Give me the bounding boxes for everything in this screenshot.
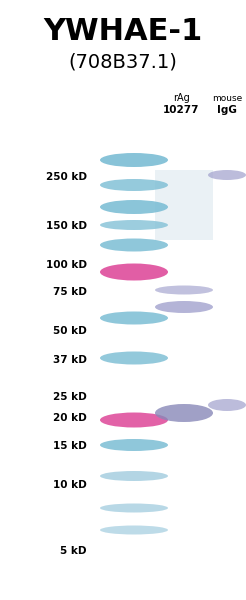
Text: 20 kD: 20 kD	[53, 413, 87, 424]
Ellipse shape	[100, 413, 168, 427]
Ellipse shape	[100, 503, 168, 512]
Ellipse shape	[100, 179, 168, 191]
Text: 15 kD: 15 kD	[53, 441, 87, 451]
Ellipse shape	[100, 526, 168, 535]
Ellipse shape	[155, 286, 213, 295]
Text: 75 kD: 75 kD	[53, 287, 87, 297]
Text: IgG: IgG	[217, 105, 237, 115]
Ellipse shape	[100, 238, 168, 251]
Text: mouse: mouse	[212, 94, 242, 103]
Ellipse shape	[100, 153, 168, 167]
Ellipse shape	[155, 404, 213, 422]
Text: (708B37.1): (708B37.1)	[69, 52, 177, 71]
Text: 50 kD: 50 kD	[53, 326, 87, 336]
Text: 25 kD: 25 kD	[53, 392, 87, 402]
Ellipse shape	[208, 399, 246, 411]
Text: rAg: rAg	[173, 93, 189, 103]
Text: 100 kD: 100 kD	[46, 260, 87, 269]
Ellipse shape	[100, 220, 168, 230]
Text: 150 kD: 150 kD	[46, 221, 87, 231]
Ellipse shape	[100, 439, 168, 451]
Ellipse shape	[155, 301, 213, 313]
Ellipse shape	[100, 200, 168, 214]
Ellipse shape	[100, 311, 168, 325]
Text: 10 kD: 10 kD	[53, 479, 87, 490]
Text: 10277: 10277	[163, 105, 199, 115]
Ellipse shape	[100, 352, 168, 364]
Text: 250 kD: 250 kD	[46, 172, 87, 182]
Text: 5 kD: 5 kD	[61, 545, 87, 556]
Ellipse shape	[100, 263, 168, 280]
Ellipse shape	[208, 170, 246, 180]
Bar	[155, 170, 213, 240]
Text: 37 kD: 37 kD	[53, 355, 87, 365]
Text: YWHAE-1: YWHAE-1	[43, 17, 203, 46]
Ellipse shape	[100, 471, 168, 481]
